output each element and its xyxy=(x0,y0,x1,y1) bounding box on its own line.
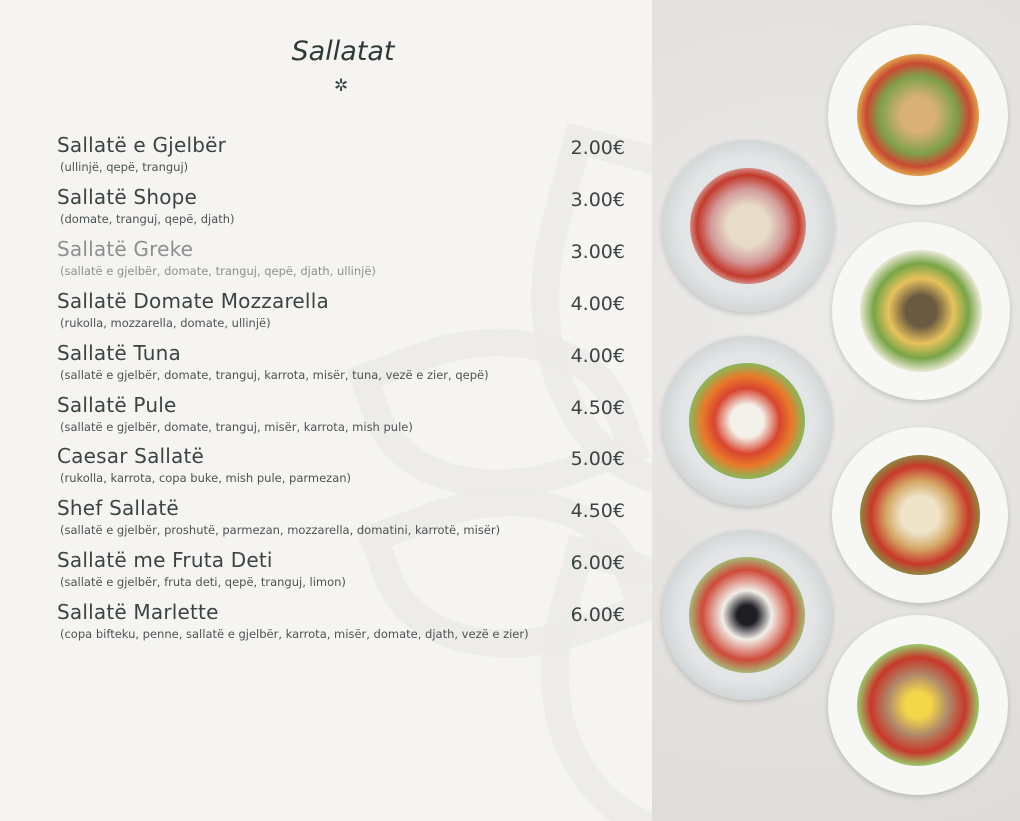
menu-item: Sallatë Pule (sallatë e gjelbër, domate, … xyxy=(57,393,625,443)
salad-plate-mozzarella xyxy=(662,140,834,312)
flower-ornament-icon: ✲ xyxy=(334,76,349,96)
menu-item: Shef Sallatë (sallatë e gjelbër, proshutë… xyxy=(57,496,625,546)
item-price: 3.00€ xyxy=(570,188,625,211)
item-price: 6.00€ xyxy=(570,604,625,627)
item-name: Shef Sallatë xyxy=(57,496,179,521)
salad-plate-chicken xyxy=(832,427,1008,603)
item-price: 4.00€ xyxy=(570,292,625,315)
page-title: Sallatat xyxy=(291,36,395,67)
item-description: (sallatë e gjelbër, domate, tranguj, mis… xyxy=(60,419,413,434)
item-price: 6.00€ xyxy=(570,552,625,575)
item-name: Sallatë Marlette xyxy=(57,600,219,625)
item-name: Sallatë Domate Mozzarella xyxy=(57,288,329,313)
item-description: (rukolla, karrota, copa buke, mish pule,… xyxy=(60,471,352,486)
item-description: (sallatë e gjelbër, domate, tranguj, kar… xyxy=(60,367,489,382)
menu-item: Sallatë Greke (sallatë e gjelbër, domate,… xyxy=(57,237,625,287)
salad-plate-greek xyxy=(662,336,832,506)
salad-plate-tuna xyxy=(828,615,1008,795)
item-name: Sallatë me Fruta Deti xyxy=(57,548,273,573)
item-name: Sallatë Shope xyxy=(57,184,198,209)
item-description: (sallatë e gjelbër, domate, tranguj, qep… xyxy=(60,263,376,278)
item-name: Sallatë Tuna xyxy=(57,340,182,365)
menu-item: Caesar Sallatë (rukolla, karrota, copa bu… xyxy=(57,444,625,494)
salad-plate-shope xyxy=(662,530,832,700)
item-description: (sallatë e gjelbër, proshutë, parmezan, … xyxy=(60,523,501,538)
item-name: Sallatë Pule xyxy=(57,392,177,417)
menu-panel: Sallatat ✲ Sallatë e Gjelbër (ullinjë, qe… xyxy=(57,36,652,821)
item-price: 3.00€ xyxy=(570,240,625,263)
item-price: 4.50€ xyxy=(570,500,625,523)
salad-plate-marlette xyxy=(832,222,1010,400)
item-name: Sallatë Greke xyxy=(57,236,194,261)
item-description: (domate, tranguj, qepë, djath) xyxy=(60,211,235,226)
item-price: 4.50€ xyxy=(570,396,625,419)
salad-photo xyxy=(652,0,1020,821)
salad-plate-caesar xyxy=(828,25,1008,205)
menu-item: Sallatë Domate Mozzarella (rukolla, mozza… xyxy=(57,289,625,339)
item-description: (copa bifteku, penne, sallatë e gjelbër,… xyxy=(60,627,529,642)
item-description: (sallatë e gjelbër, fruta deti, qepë, tr… xyxy=(60,575,346,590)
item-price: 5.00€ xyxy=(570,448,625,471)
menu-item: Sallatë e Gjelbër (ullinjë, qepë, tranguj… xyxy=(57,133,625,183)
item-description: (rukolla, mozzarella, domate, ullinjë) xyxy=(60,315,271,330)
item-price: 4.00€ xyxy=(570,344,625,367)
menu-item: Sallatë Marlette (copa bifteku, penne, sa… xyxy=(57,600,625,650)
item-name: Caesar Sallatë xyxy=(57,444,205,469)
item-price: 2.00€ xyxy=(570,137,625,159)
menu-item: Sallatë me Fruta Deti (sallatë e gjelbër,… xyxy=(57,548,625,598)
menu-item: Sallatë Tuna (sallatë e gjelbër, domate, … xyxy=(57,341,625,391)
item-description: (ullinjë, qepë, tranguj) xyxy=(60,160,189,174)
menu-item: Sallatë Shope (domate, tranguj, qepë, dja… xyxy=(57,185,625,235)
item-name: Sallatë e Gjelbër xyxy=(57,133,227,157)
